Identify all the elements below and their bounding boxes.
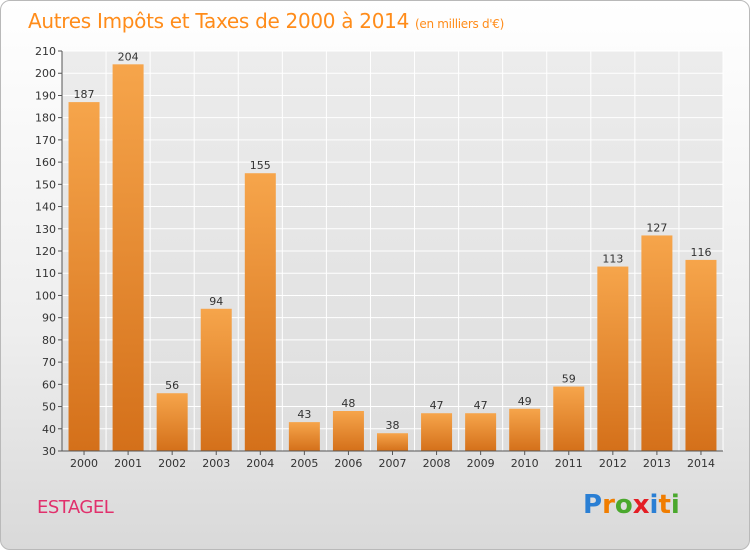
x-tick-label: 2005: [290, 457, 318, 470]
data-label: 47: [430, 399, 444, 412]
x-tick-label: 2008: [423, 457, 451, 470]
bar: [509, 408, 541, 451]
x-tick-label: 2006: [334, 457, 362, 470]
x-tick-label: 2009: [467, 457, 495, 470]
data-label: 48: [341, 397, 355, 410]
y-tick-label: 160: [35, 156, 56, 169]
logo-letter: o: [614, 490, 633, 520]
y-tick-label: 60: [42, 378, 56, 391]
logo-letter: i: [670, 490, 680, 520]
axes: [58, 50, 723, 455]
y-tick-label: 80: [42, 334, 56, 347]
y-tick-label: 110: [35, 267, 56, 280]
bar: [156, 393, 188, 451]
y-tick-label: 140: [35, 201, 56, 214]
bar: [597, 266, 629, 451]
data-label: 56: [165, 379, 179, 392]
logo-letter: P: [583, 490, 603, 520]
y-tick-label: 130: [35, 223, 56, 236]
y-tick-label: 50: [42, 401, 56, 414]
data-label: 59: [562, 373, 576, 386]
x-tick-label: 2002: [158, 457, 186, 470]
proxiti-logo: Proxiti: [583, 490, 680, 520]
bar: [112, 64, 144, 452]
x-tick-label: 2003: [202, 457, 230, 470]
bar: [641, 235, 673, 451]
y-tick-label: 70: [42, 356, 56, 369]
y-tick-label: 150: [35, 178, 56, 191]
logo-letter: t: [658, 490, 671, 520]
data-label: 116: [690, 246, 711, 259]
labels: 30 40 50 60 70 80 90 100 110 120 130 140 150 160 170 18…: [35, 45, 715, 470]
bar: [377, 433, 408, 451]
data-label: 94: [209, 295, 223, 308]
y-tick-label: 170: [35, 134, 56, 147]
y-tick-label: 190: [35, 89, 56, 102]
y-tick-label: 30: [42, 445, 56, 458]
y-tick-label: 100: [35, 289, 56, 302]
logo-letter: i: [649, 490, 659, 520]
commune-name: ESTAGEL: [37, 497, 114, 518]
x-tick-label: 2013: [643, 457, 671, 470]
bar: [332, 411, 364, 451]
y-tick-label: 200: [35, 67, 56, 80]
bars: [68, 64, 717, 452]
y-tick-label: 40: [42, 423, 56, 436]
x-tick-label: 2012: [599, 457, 627, 470]
title-text: Autres Impôts et Taxes de 2000 à 2014: [28, 9, 409, 33]
bar: [68, 102, 100, 451]
data-label: 43: [297, 408, 311, 421]
data-label: 187: [74, 88, 95, 101]
chart-title: Autres Impôts et Taxes de 2000 à 2014 (en…: [28, 9, 504, 33]
bar: [465, 413, 497, 451]
bar: [421, 413, 453, 451]
x-tick-label: 2014: [687, 457, 715, 470]
data-label: 47: [474, 399, 488, 412]
bar: [553, 386, 585, 451]
data-label: 38: [386, 419, 400, 432]
x-tick-label: 2001: [114, 457, 142, 470]
logo-letter: r: [602, 490, 615, 520]
x-tick-label: 2004: [246, 457, 274, 470]
y-tick-label: 210: [35, 45, 56, 58]
bar: [244, 173, 276, 451]
data-label: 49: [518, 395, 532, 408]
data-label: 204: [118, 50, 139, 63]
data-label: 127: [646, 221, 667, 234]
chart-subtitle: (en milliers d'€): [415, 17, 505, 31]
y-tick-label: 90: [42, 312, 56, 325]
x-tick-label: 2000: [70, 457, 98, 470]
x-tick-label: 2010: [511, 457, 539, 470]
x-tick-label: 2011: [555, 457, 583, 470]
bar: [685, 259, 717, 451]
data-label: 155: [250, 159, 271, 172]
data-label: 113: [602, 253, 623, 266]
y-tick-label: 120: [35, 245, 56, 258]
bar: [288, 422, 320, 451]
logo-letter: x: [632, 490, 650, 520]
y-tick-label: 180: [35, 112, 56, 125]
bar-chart: 30 40 50 60 70 80 90 100 110 120 130 140 150 160 170 18…: [35, 45, 724, 470]
bar: [200, 308, 232, 451]
x-tick-label: 2007: [379, 457, 407, 470]
